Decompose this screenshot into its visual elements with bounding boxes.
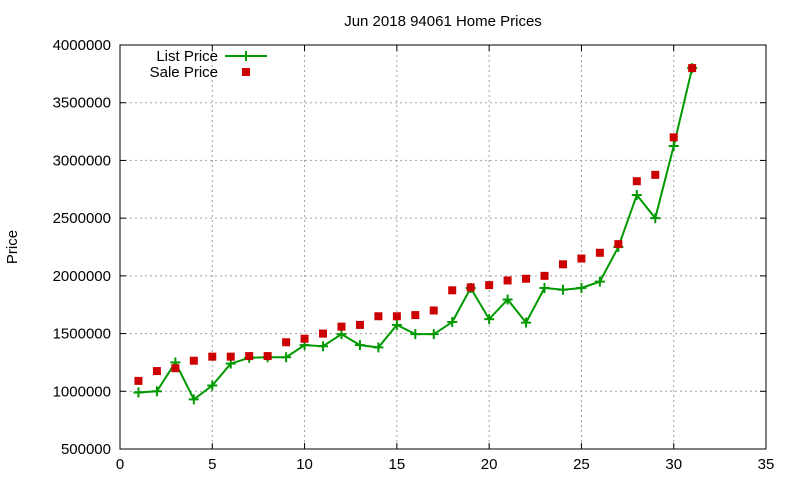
data-point xyxy=(281,352,292,363)
data-point xyxy=(595,248,604,257)
tick-layer: 0 5 10 15 20 25 30 35 500000 1000000 1500000 200000… xyxy=(53,37,775,473)
data-point xyxy=(576,282,587,293)
data-point xyxy=(669,133,678,142)
data-point xyxy=(485,281,494,290)
data-point xyxy=(208,352,217,361)
grid-layer xyxy=(120,45,766,449)
data-point xyxy=(448,286,457,295)
data-point xyxy=(318,341,329,352)
data-point xyxy=(651,170,660,179)
data-point xyxy=(650,213,661,224)
data-point xyxy=(484,314,495,325)
data-point xyxy=(354,340,365,351)
series-layer xyxy=(133,63,698,405)
data-point xyxy=(391,319,402,330)
y-tick-label: 1500000 xyxy=(53,326,111,343)
x-tick-label: 10 xyxy=(296,456,313,473)
data-point xyxy=(263,352,272,361)
legend-label-sale-price: Sale Price xyxy=(150,64,218,81)
legend: List Price Sale Price xyxy=(150,48,267,81)
data-point xyxy=(447,317,458,328)
data-point xyxy=(319,329,328,338)
data-point xyxy=(171,364,180,373)
x-tick-label: 20 xyxy=(481,456,498,473)
data-point xyxy=(282,338,291,347)
series-sale-price xyxy=(134,64,697,385)
data-point xyxy=(392,312,401,321)
chart-title: Jun 2018 94061 Home Prices xyxy=(344,13,542,30)
y-tick-label: 1000000 xyxy=(53,383,111,400)
data-point xyxy=(668,141,679,151)
y-tick-label: 2500000 xyxy=(53,210,111,227)
data-point xyxy=(614,240,623,249)
data-point xyxy=(133,387,144,398)
data-point xyxy=(226,352,235,361)
data-point xyxy=(503,276,512,285)
data-point xyxy=(245,352,254,361)
y-tick-label: 3000000 xyxy=(53,152,111,169)
y-tick-label: 500000 xyxy=(61,441,111,458)
data-point xyxy=(688,64,697,73)
series-list-price xyxy=(133,63,698,405)
data-point xyxy=(410,329,421,340)
plot-frame xyxy=(119,44,767,450)
legend-marker-list-price xyxy=(241,51,251,61)
data-point xyxy=(594,276,605,287)
data-point xyxy=(336,329,347,340)
data-point xyxy=(631,190,642,201)
x-tick-label: 30 xyxy=(665,456,682,473)
data-point xyxy=(522,274,531,283)
x-tick-label: 5 xyxy=(208,456,216,473)
data-point xyxy=(558,260,567,269)
y-tick-label: 3500000 xyxy=(53,95,111,112)
data-point xyxy=(466,283,475,292)
data-point xyxy=(632,177,641,186)
data-point xyxy=(577,254,586,263)
x-tick-label: 35 xyxy=(758,456,775,473)
data-point xyxy=(151,386,162,397)
data-point xyxy=(152,367,161,376)
data-point xyxy=(189,356,198,365)
data-point xyxy=(374,312,383,321)
y-tick-label: 2000000 xyxy=(53,268,111,285)
x-tick-label: 15 xyxy=(389,456,406,473)
data-point xyxy=(539,282,550,293)
data-point xyxy=(355,320,364,329)
data-point xyxy=(540,271,549,280)
data-point xyxy=(373,342,384,353)
data-point xyxy=(428,329,439,340)
x-tick-label: 25 xyxy=(573,456,590,473)
data-point xyxy=(337,322,346,331)
y-axis-label: Price xyxy=(4,230,21,264)
data-point xyxy=(300,334,309,343)
data-point xyxy=(188,394,199,405)
data-point xyxy=(502,294,513,305)
legend-marker-sale-price xyxy=(242,68,250,76)
series-line xyxy=(138,67,694,401)
data-point xyxy=(521,317,532,328)
legend-label-list-price: List Price xyxy=(156,48,218,65)
data-point xyxy=(134,376,143,385)
data-point xyxy=(429,306,438,315)
data-point xyxy=(207,380,218,391)
x-tick-label: 0 xyxy=(116,456,124,473)
y-tick-label: 4000000 xyxy=(53,37,111,54)
data-point xyxy=(557,284,568,295)
data-point xyxy=(411,311,420,320)
